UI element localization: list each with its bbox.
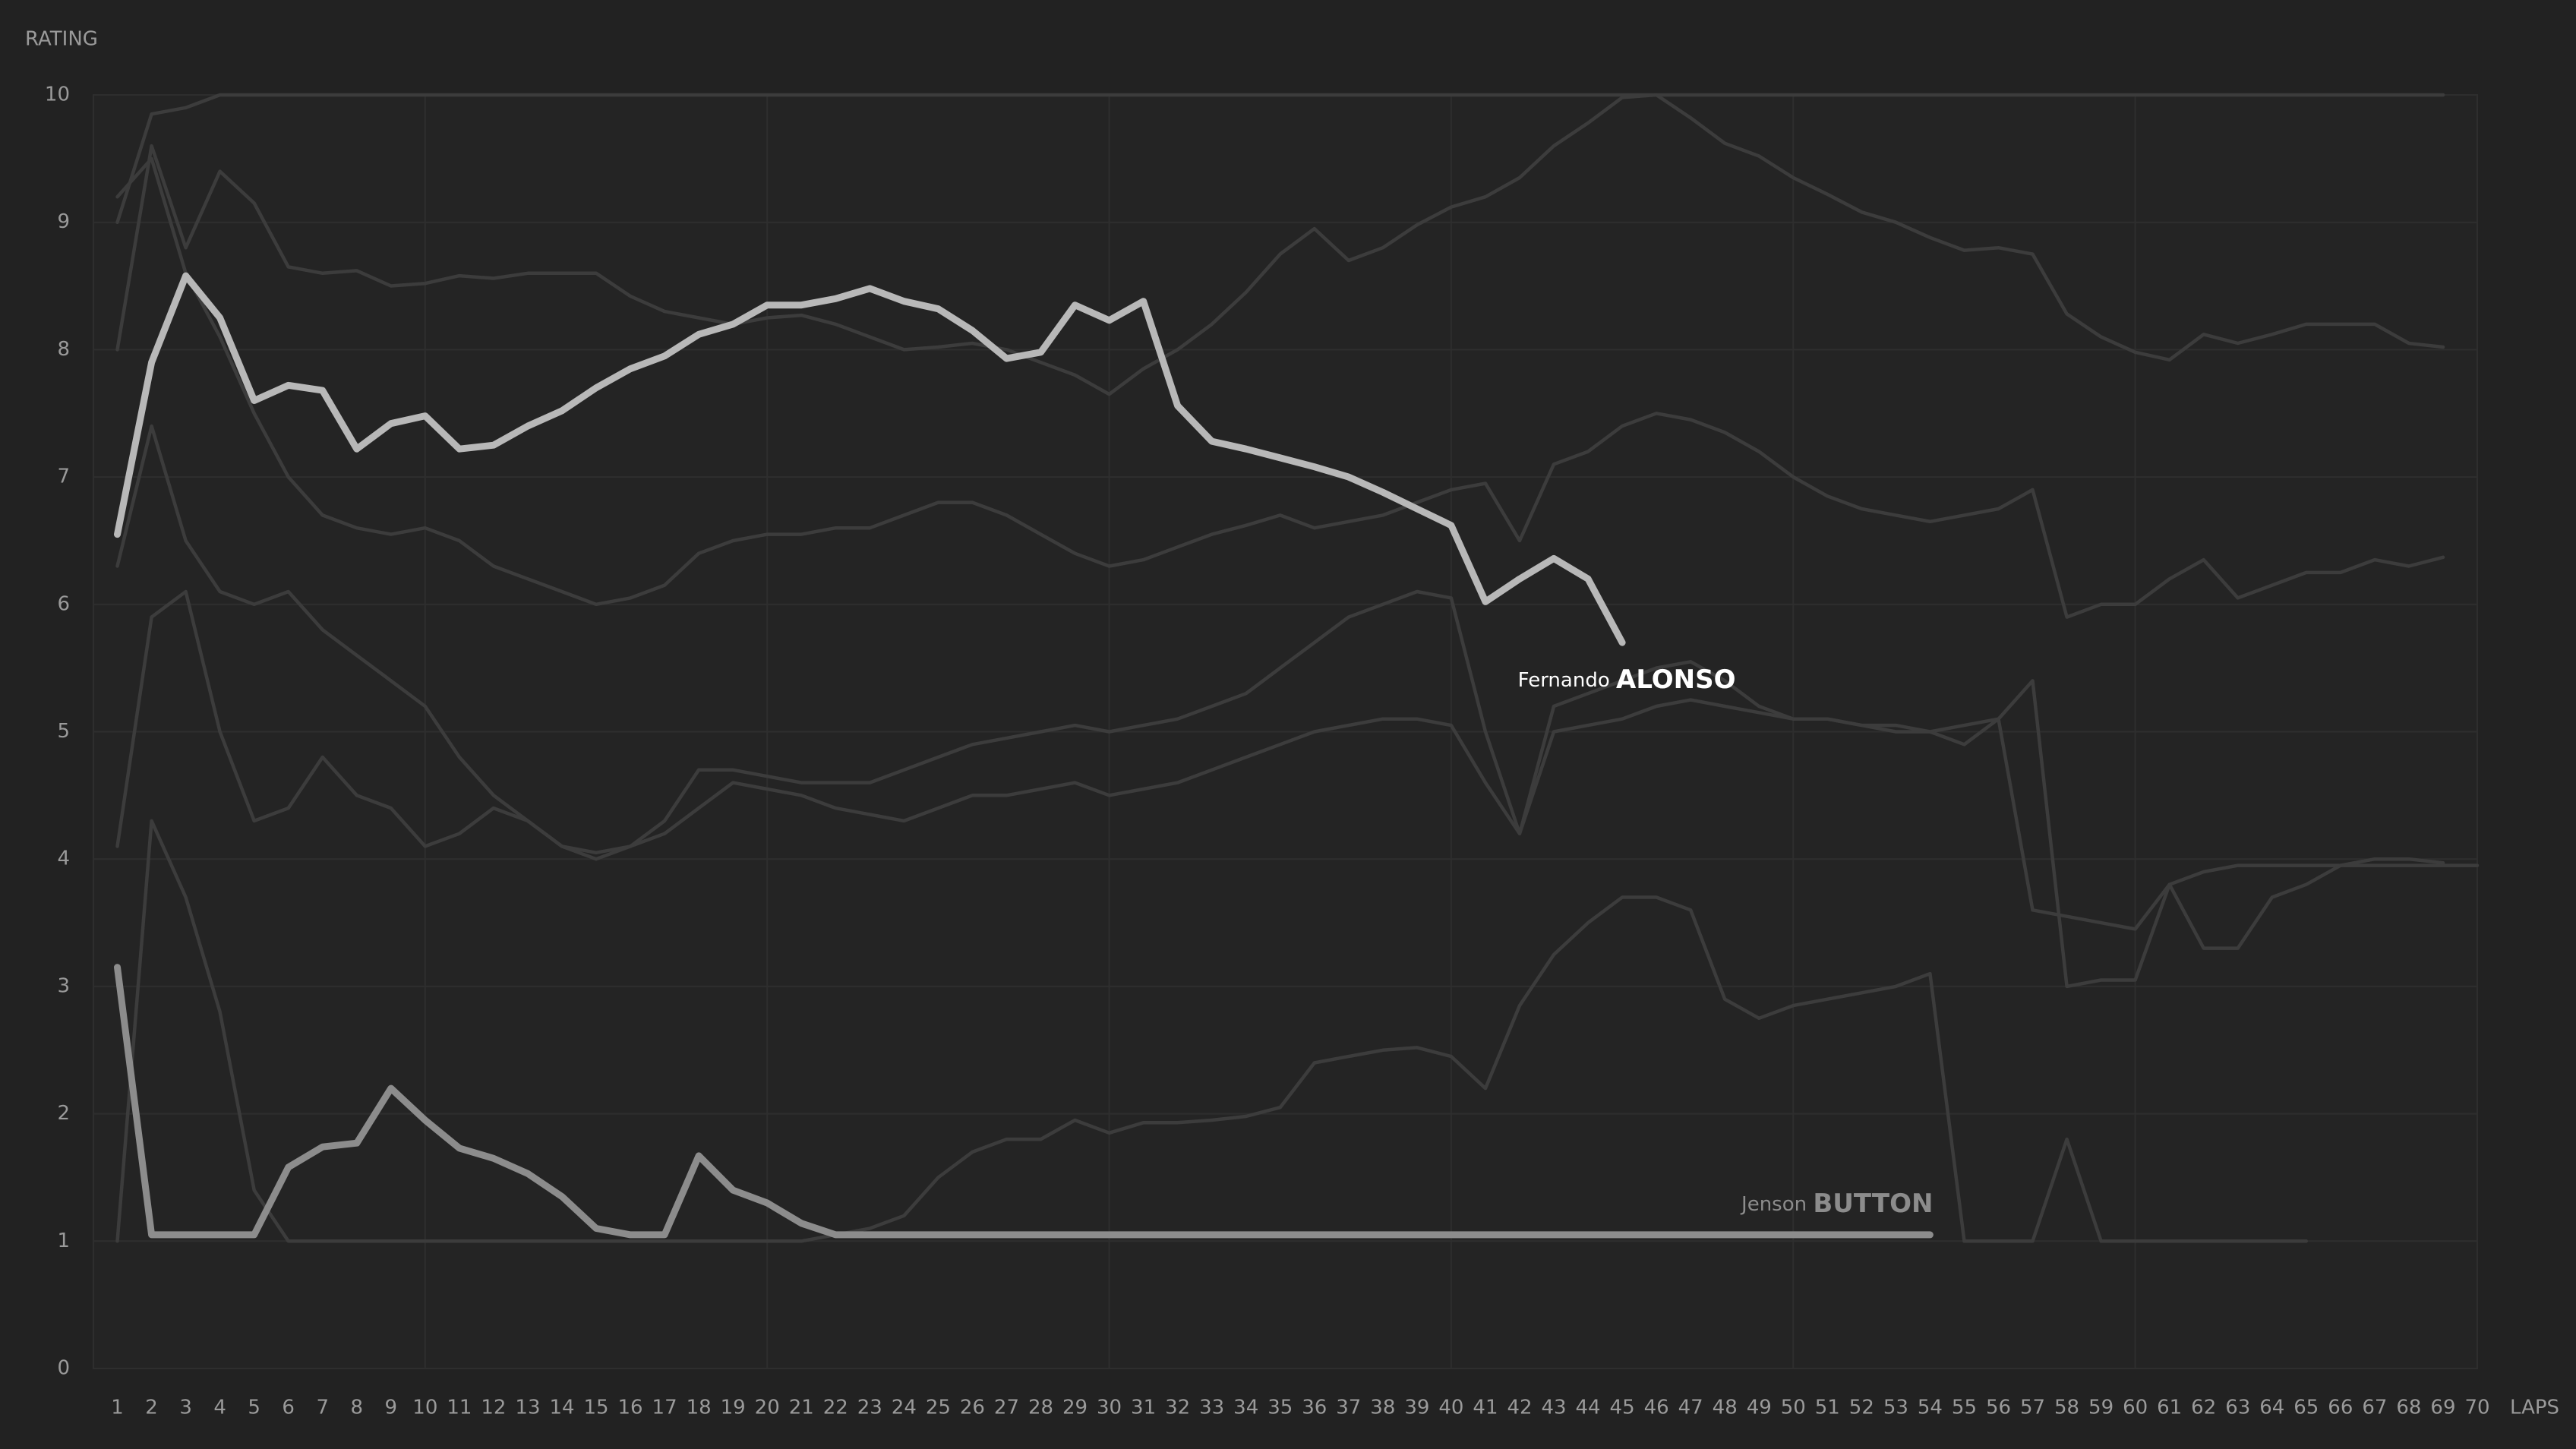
x-tick-label: 60 — [2123, 1397, 2148, 1419]
x-tick-label: 56 — [1986, 1397, 2011, 1419]
x-tick-label: 7 — [316, 1397, 329, 1419]
highlight-line — [114, 272, 1626, 646]
label-first-name: Jenson — [1740, 1192, 1807, 1215]
driver-line — [115, 156, 2445, 619]
x-tick-label: 59 — [2088, 1397, 2114, 1419]
x-tick-label: 69 — [2430, 1397, 2455, 1419]
driver-line — [115, 93, 2445, 224]
x-tick-label: 41 — [1473, 1397, 1498, 1419]
y-tick-label: 2 — [57, 1102, 70, 1125]
x-tick-label: 4 — [213, 1397, 226, 1419]
x-tick-label: 64 — [2259, 1397, 2284, 1419]
x-tick-label: 1 — [111, 1397, 124, 1419]
x-tick-label: 55 — [1952, 1397, 1977, 1419]
y-tick-label: 0 — [57, 1357, 70, 1380]
x-tick-label: 27 — [994, 1397, 1019, 1419]
label-last-name: ALONSO — [1616, 665, 1736, 695]
x-tick-label: 42 — [1507, 1397, 1532, 1419]
x-tick-label: 62 — [2191, 1397, 2216, 1419]
x-tick-label: 12 — [481, 1397, 506, 1419]
x-tick-label: 17 — [652, 1397, 677, 1419]
x-tick-label: 35 — [1267, 1397, 1293, 1419]
x-tick-label: 30 — [1097, 1397, 1122, 1419]
x-tick-label: 53 — [1883, 1397, 1908, 1419]
x-tick-label: 16 — [618, 1397, 643, 1419]
x-tick-label: 38 — [1370, 1397, 1395, 1419]
x-tick-label: 47 — [1678, 1397, 1703, 1419]
label-first-name: Fernando — [1518, 669, 1610, 692]
x-tick-label: 50 — [1781, 1397, 1806, 1419]
x-tick-label: 24 — [892, 1397, 917, 1419]
x-tick-label: 28 — [1028, 1397, 1053, 1419]
x-tick-label: 25 — [926, 1397, 951, 1419]
label-last-name: BUTTON — [1813, 1188, 1933, 1218]
x-tick-label: 36 — [1302, 1397, 1327, 1419]
x-tick-label: 49 — [1747, 1397, 1772, 1419]
x-tick-label: 19 — [721, 1397, 746, 1419]
x-tick-label: 70 — [2464, 1397, 2489, 1419]
x-tick-label: 45 — [1610, 1397, 1635, 1419]
x-tick-label: 31 — [1131, 1397, 1156, 1419]
x-tick-label: 32 — [1165, 1397, 1190, 1419]
x-tick-label: 23 — [857, 1397, 882, 1419]
x-tick-label: 46 — [1644, 1397, 1669, 1419]
x-tick-label: 20 — [755, 1397, 780, 1419]
x-tick-label: 2 — [145, 1397, 158, 1419]
x-tick-label: 61 — [2157, 1397, 2182, 1419]
x-tick-label: 18 — [687, 1397, 712, 1419]
x-tick-label: 29 — [1062, 1397, 1088, 1419]
y-tick-label: 9 — [57, 210, 70, 233]
y-axis-label: RATING — [25, 28, 98, 51]
x-tick-label: 22 — [823, 1397, 848, 1419]
x-tick-label: 10 — [412, 1397, 437, 1419]
x-tick-label: 6 — [282, 1397, 295, 1419]
x-tick-label: 5 — [248, 1397, 260, 1419]
series-label: Jenson BUTTON — [1740, 1188, 1933, 1218]
x-axis-label: LAPS — [2510, 1397, 2559, 1419]
x-tick-label: 39 — [1404, 1397, 1429, 1419]
x-tick-label: 52 — [1849, 1397, 1874, 1419]
driver-line — [115, 93, 2445, 396]
x-tick-label: 44 — [1576, 1397, 1601, 1419]
highlight-line — [114, 964, 1934, 1239]
x-tick-label: 58 — [2054, 1397, 2079, 1419]
x-tick-label: 37 — [1336, 1397, 1361, 1419]
x-tick-label: 8 — [351, 1397, 364, 1419]
x-tick-label: 48 — [1713, 1397, 1738, 1419]
x-tick-label: 63 — [2225, 1397, 2250, 1419]
x-tick-label: 43 — [1541, 1397, 1566, 1419]
y-tick-label: 7 — [57, 466, 70, 488]
x-tick-label: 3 — [179, 1397, 192, 1419]
x-tick-label: 9 — [385, 1397, 398, 1419]
x-tick-label: 33 — [1199, 1397, 1224, 1419]
x-tick-label: 66 — [2328, 1397, 2353, 1419]
y-tick-label: 1 — [57, 1230, 70, 1252]
x-tick-label: 11 — [447, 1397, 472, 1419]
y-tick-label: 3 — [57, 974, 70, 997]
driver-line — [115, 589, 2480, 931]
y-tick-label: 5 — [57, 720, 70, 743]
x-tick-label: 14 — [549, 1397, 574, 1419]
driver-line — [115, 424, 2445, 989]
x-tick-label: 34 — [1233, 1397, 1258, 1419]
x-tick-label: 54 — [1918, 1397, 1943, 1419]
y-tick-label: 4 — [57, 848, 70, 870]
x-tick-label: 67 — [2362, 1397, 2387, 1419]
x-tick-label: 15 — [583, 1397, 608, 1419]
driver-line — [115, 819, 2309, 1243]
x-tick-label: 13 — [515, 1397, 540, 1419]
x-tick-label: 21 — [789, 1397, 814, 1419]
x-tick-label: 40 — [1438, 1397, 1463, 1419]
x-tick-label: 57 — [2020, 1397, 2045, 1419]
series-label: Fernando ALONSO — [1518, 665, 1736, 695]
x-tick-label: 26 — [960, 1397, 985, 1419]
y-tick-label: 6 — [57, 592, 70, 615]
x-tick-label: 65 — [2293, 1397, 2319, 1419]
y-tick-label: 8 — [57, 338, 70, 361]
x-tick-label: 68 — [2396, 1397, 2421, 1419]
x-tick-label: 51 — [1815, 1397, 1840, 1419]
y-tick-label: 10 — [45, 84, 70, 106]
